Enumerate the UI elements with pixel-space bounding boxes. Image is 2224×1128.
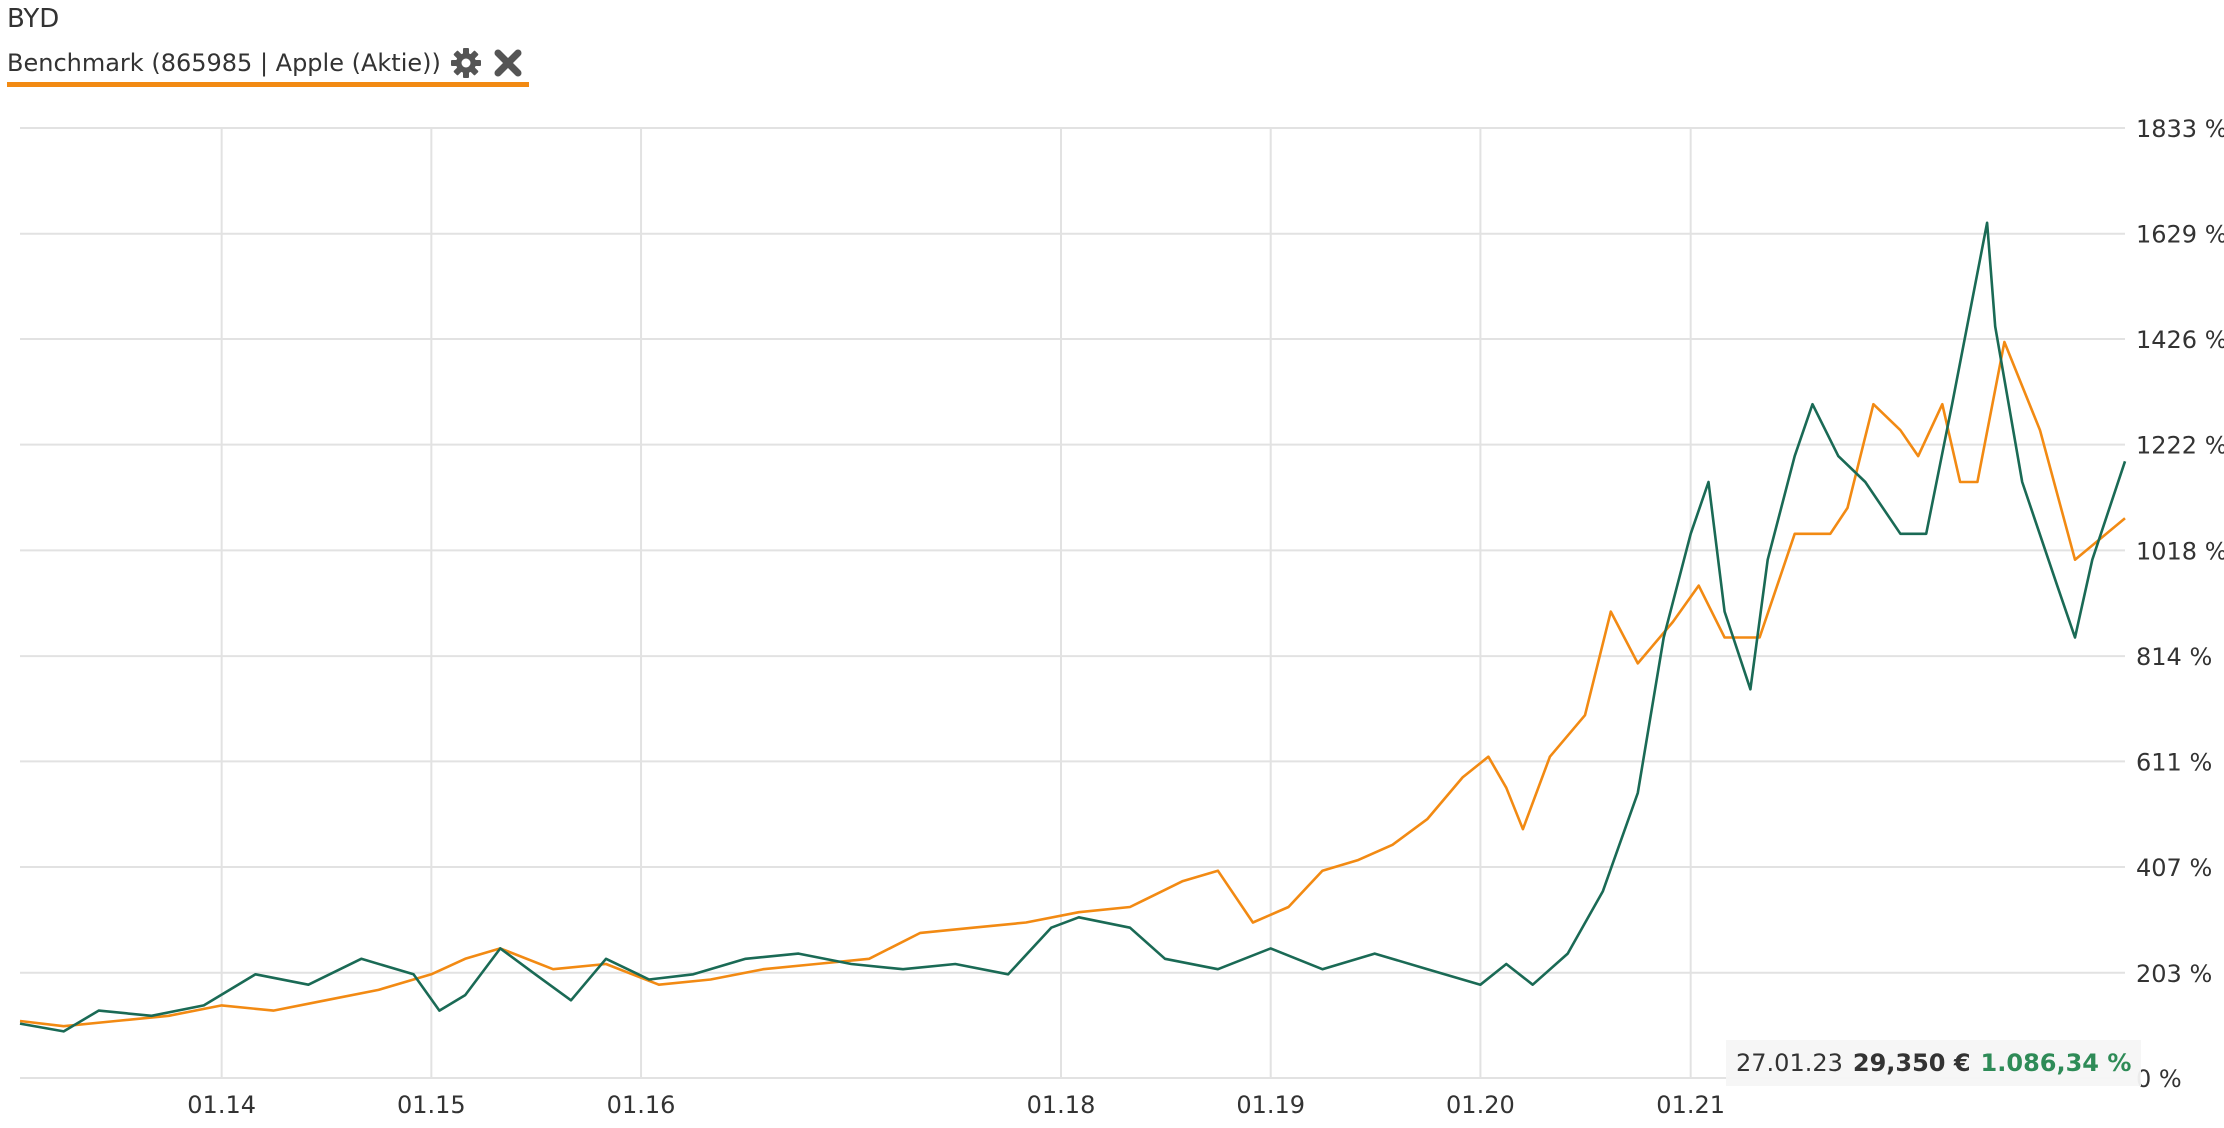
x-tick-label: 01.19: [1236, 1091, 1305, 1119]
y-tick-label: 1426 %: [2136, 326, 2224, 354]
series-lines: [19, 221, 2127, 1033]
y-tick-label: 1018 %: [2136, 537, 2224, 565]
y-tick-label: 814 %: [2136, 643, 2212, 671]
grid-horizontal: [20, 127, 2125, 1079]
tooltip-price: 29,350 €: [1852, 1049, 1971, 1077]
benchmark-label: Benchmark (865985 | Apple (Aktie)): [7, 49, 441, 77]
page-title: BYD: [7, 4, 60, 34]
y-tick-label: 611 %: [2136, 748, 2212, 776]
y-tick-label: 407 %: [2136, 854, 2212, 882]
tooltip-change: 1.086,34 %: [1980, 1049, 2132, 1077]
x-axis-labels: 01.14 01.15 01.16 01.18 01.19 01.20 01.21: [187, 1091, 1725, 1119]
x-tick-label: 01.20: [1446, 1091, 1515, 1119]
x-tick-label: 01.21: [1656, 1091, 1725, 1119]
benchmark-bar: Benchmark (865985 | Apple (Aktie)): [7, 44, 529, 87]
series-line-1: [19, 340, 2126, 1028]
y-tick-label: 1833 %: [2136, 115, 2224, 143]
series-line-0: [19, 221, 2127, 1033]
y-tick-label: 1629 %: [2136, 221, 2224, 249]
x-tick-label: 01.14: [187, 1091, 256, 1119]
tooltip-date: 27.01.23: [1736, 1049, 1843, 1077]
x-tick-label: 01.18: [1027, 1091, 1096, 1119]
x-tick-label: 01.15: [397, 1091, 466, 1119]
gear-icon[interactable]: [449, 46, 483, 80]
y-axis-labels: 1833 % 1629 % 1426 % 1222 % 1018 % 814 % 611 %…: [2136, 115, 2224, 1093]
x-tick-label: 01.16: [607, 1091, 676, 1119]
y-tick-label: 203 %: [2136, 960, 2212, 988]
y-tick-label: 0 %: [2136, 1065, 2182, 1093]
grid-vertical: [220, 128, 1692, 1078]
close-icon[interactable]: [491, 46, 525, 80]
y-tick-label: 1222 %: [2136, 432, 2224, 460]
hover-tooltip: 27.01.23 29,350 € 1.086,34 %: [1726, 1040, 2142, 1086]
